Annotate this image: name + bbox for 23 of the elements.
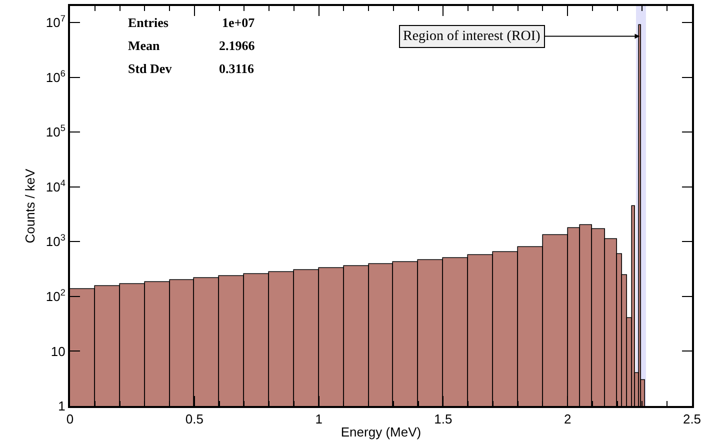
y-tick-label: 10$^{7}$ (46, 14, 66, 30)
x-axis-title: Energy (MeV) (340, 424, 422, 440)
x-tick-label: 0 (66, 412, 74, 427)
annotation: 0.3116 (219, 61, 255, 76)
y-tick-label: 10$^{3}$ (46, 232, 66, 250)
annotation: Region of interest (ROI) (403, 29, 541, 44)
x-tick-label: 1 (315, 412, 322, 427)
annotation: Entries (128, 15, 168, 30)
y-tick-label: 10 (50, 344, 66, 359)
x-tick-label: 1.5 (434, 412, 452, 427)
y-tick-label: 10$^{2}$ (46, 288, 66, 304)
y-tick-label: 10$^{5}$ (46, 123, 66, 140)
y-tick-label: 10$^{4}$ (46, 178, 66, 194)
y-tick-label: 10$^{6}$ (46, 68, 66, 85)
x-tick-label: 0.5 (185, 412, 204, 427)
x-tick-label: 2 (564, 412, 572, 427)
y-tick-label: 1 (58, 398, 66, 414)
annotation: Std Dev (128, 61, 172, 76)
x-tick-label: 2.5 (682, 412, 702, 427)
annotation: Mean (128, 38, 161, 53)
annotation: 1e+07 (222, 15, 256, 30)
y-axis-title: Counts / keV (22, 168, 38, 244)
annotation: 2.1966 (219, 38, 256, 53)
